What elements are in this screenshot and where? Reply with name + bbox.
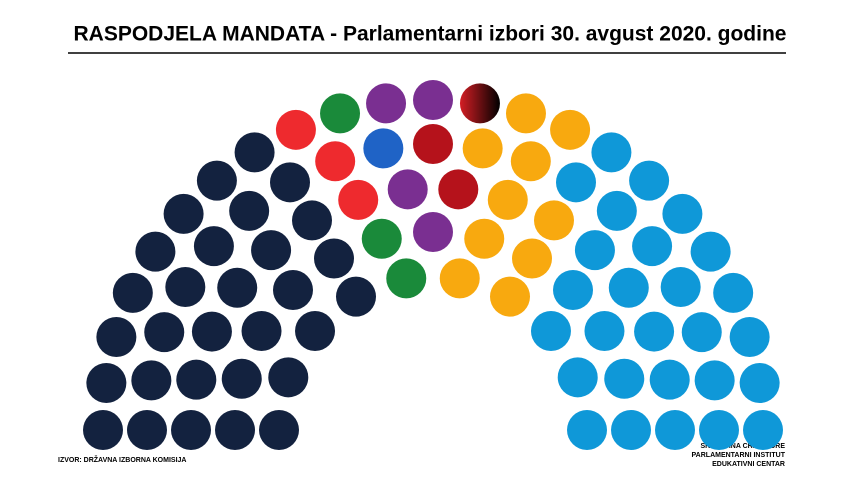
seat xyxy=(438,169,479,210)
seat xyxy=(510,141,551,182)
seat xyxy=(336,276,376,317)
seat xyxy=(629,160,670,201)
seat xyxy=(127,410,167,450)
seat xyxy=(557,357,598,398)
seat xyxy=(604,358,645,399)
seat xyxy=(165,267,206,307)
seat xyxy=(462,128,503,169)
seat xyxy=(681,312,722,353)
seat xyxy=(699,410,739,450)
seat xyxy=(556,162,596,203)
seat xyxy=(314,238,354,279)
seat xyxy=(713,272,754,313)
chart-title: RASPODJELA MANDATA - Parlamentarni izbor… xyxy=(74,23,787,46)
seat xyxy=(611,410,651,450)
seat xyxy=(363,128,404,169)
seat xyxy=(163,193,204,234)
seat xyxy=(241,311,282,351)
seat xyxy=(386,258,427,299)
credit: EDUKATIVNI CENTAR xyxy=(712,461,785,468)
seat xyxy=(487,179,528,220)
seat xyxy=(229,190,270,231)
seat xyxy=(191,311,232,352)
credit: PARLAMENTARNI INSTITUT xyxy=(692,452,786,459)
seat xyxy=(632,226,673,267)
seat xyxy=(413,212,453,252)
seat xyxy=(268,357,309,398)
seat xyxy=(275,109,316,150)
seat xyxy=(439,258,480,299)
seat xyxy=(649,359,690,400)
seat xyxy=(591,132,632,173)
seat xyxy=(694,360,735,401)
seat xyxy=(729,317,770,358)
seat xyxy=(131,360,172,401)
seat xyxy=(83,410,123,450)
seat xyxy=(505,93,546,134)
seat xyxy=(217,267,258,308)
seat xyxy=(660,267,701,307)
seat xyxy=(259,410,299,450)
seat xyxy=(550,109,591,150)
seat xyxy=(567,410,607,450)
seat xyxy=(553,269,594,310)
seat xyxy=(315,141,356,182)
seat xyxy=(387,169,428,210)
seat xyxy=(234,132,275,173)
seat xyxy=(176,359,217,400)
seat xyxy=(251,230,292,271)
seat xyxy=(690,231,731,272)
seat xyxy=(221,358,262,399)
seat xyxy=(215,410,255,450)
seat xyxy=(292,200,332,241)
seat xyxy=(413,80,453,120)
seat xyxy=(96,317,137,358)
seat xyxy=(144,312,185,353)
seat xyxy=(464,218,505,259)
seat xyxy=(574,230,615,271)
seat xyxy=(270,162,310,203)
seat xyxy=(608,267,649,308)
seat xyxy=(662,193,703,234)
seat xyxy=(743,410,783,450)
seat xyxy=(86,363,127,404)
seat xyxy=(295,311,336,352)
seat xyxy=(490,276,530,317)
seat xyxy=(459,83,500,124)
seat xyxy=(534,200,574,241)
source: IZVOR: DRŽAVNA IZBORNA KOMISIJA xyxy=(58,455,186,464)
seat xyxy=(112,272,153,313)
seat xyxy=(135,231,176,272)
seat xyxy=(739,363,780,404)
seat xyxy=(193,226,234,267)
seat xyxy=(272,269,313,310)
seat xyxy=(584,311,625,351)
seat xyxy=(512,238,552,279)
seat xyxy=(530,311,571,352)
seat xyxy=(413,124,453,164)
seat xyxy=(171,410,211,450)
credit: SKUPŠTINA CRNE GORE xyxy=(700,441,785,450)
seat xyxy=(596,190,637,231)
seat xyxy=(196,160,237,201)
seat xyxy=(338,179,379,220)
seat xyxy=(634,311,675,352)
seat xyxy=(366,83,407,124)
seat xyxy=(655,410,695,450)
seat xyxy=(320,93,361,134)
seat xyxy=(361,218,402,259)
